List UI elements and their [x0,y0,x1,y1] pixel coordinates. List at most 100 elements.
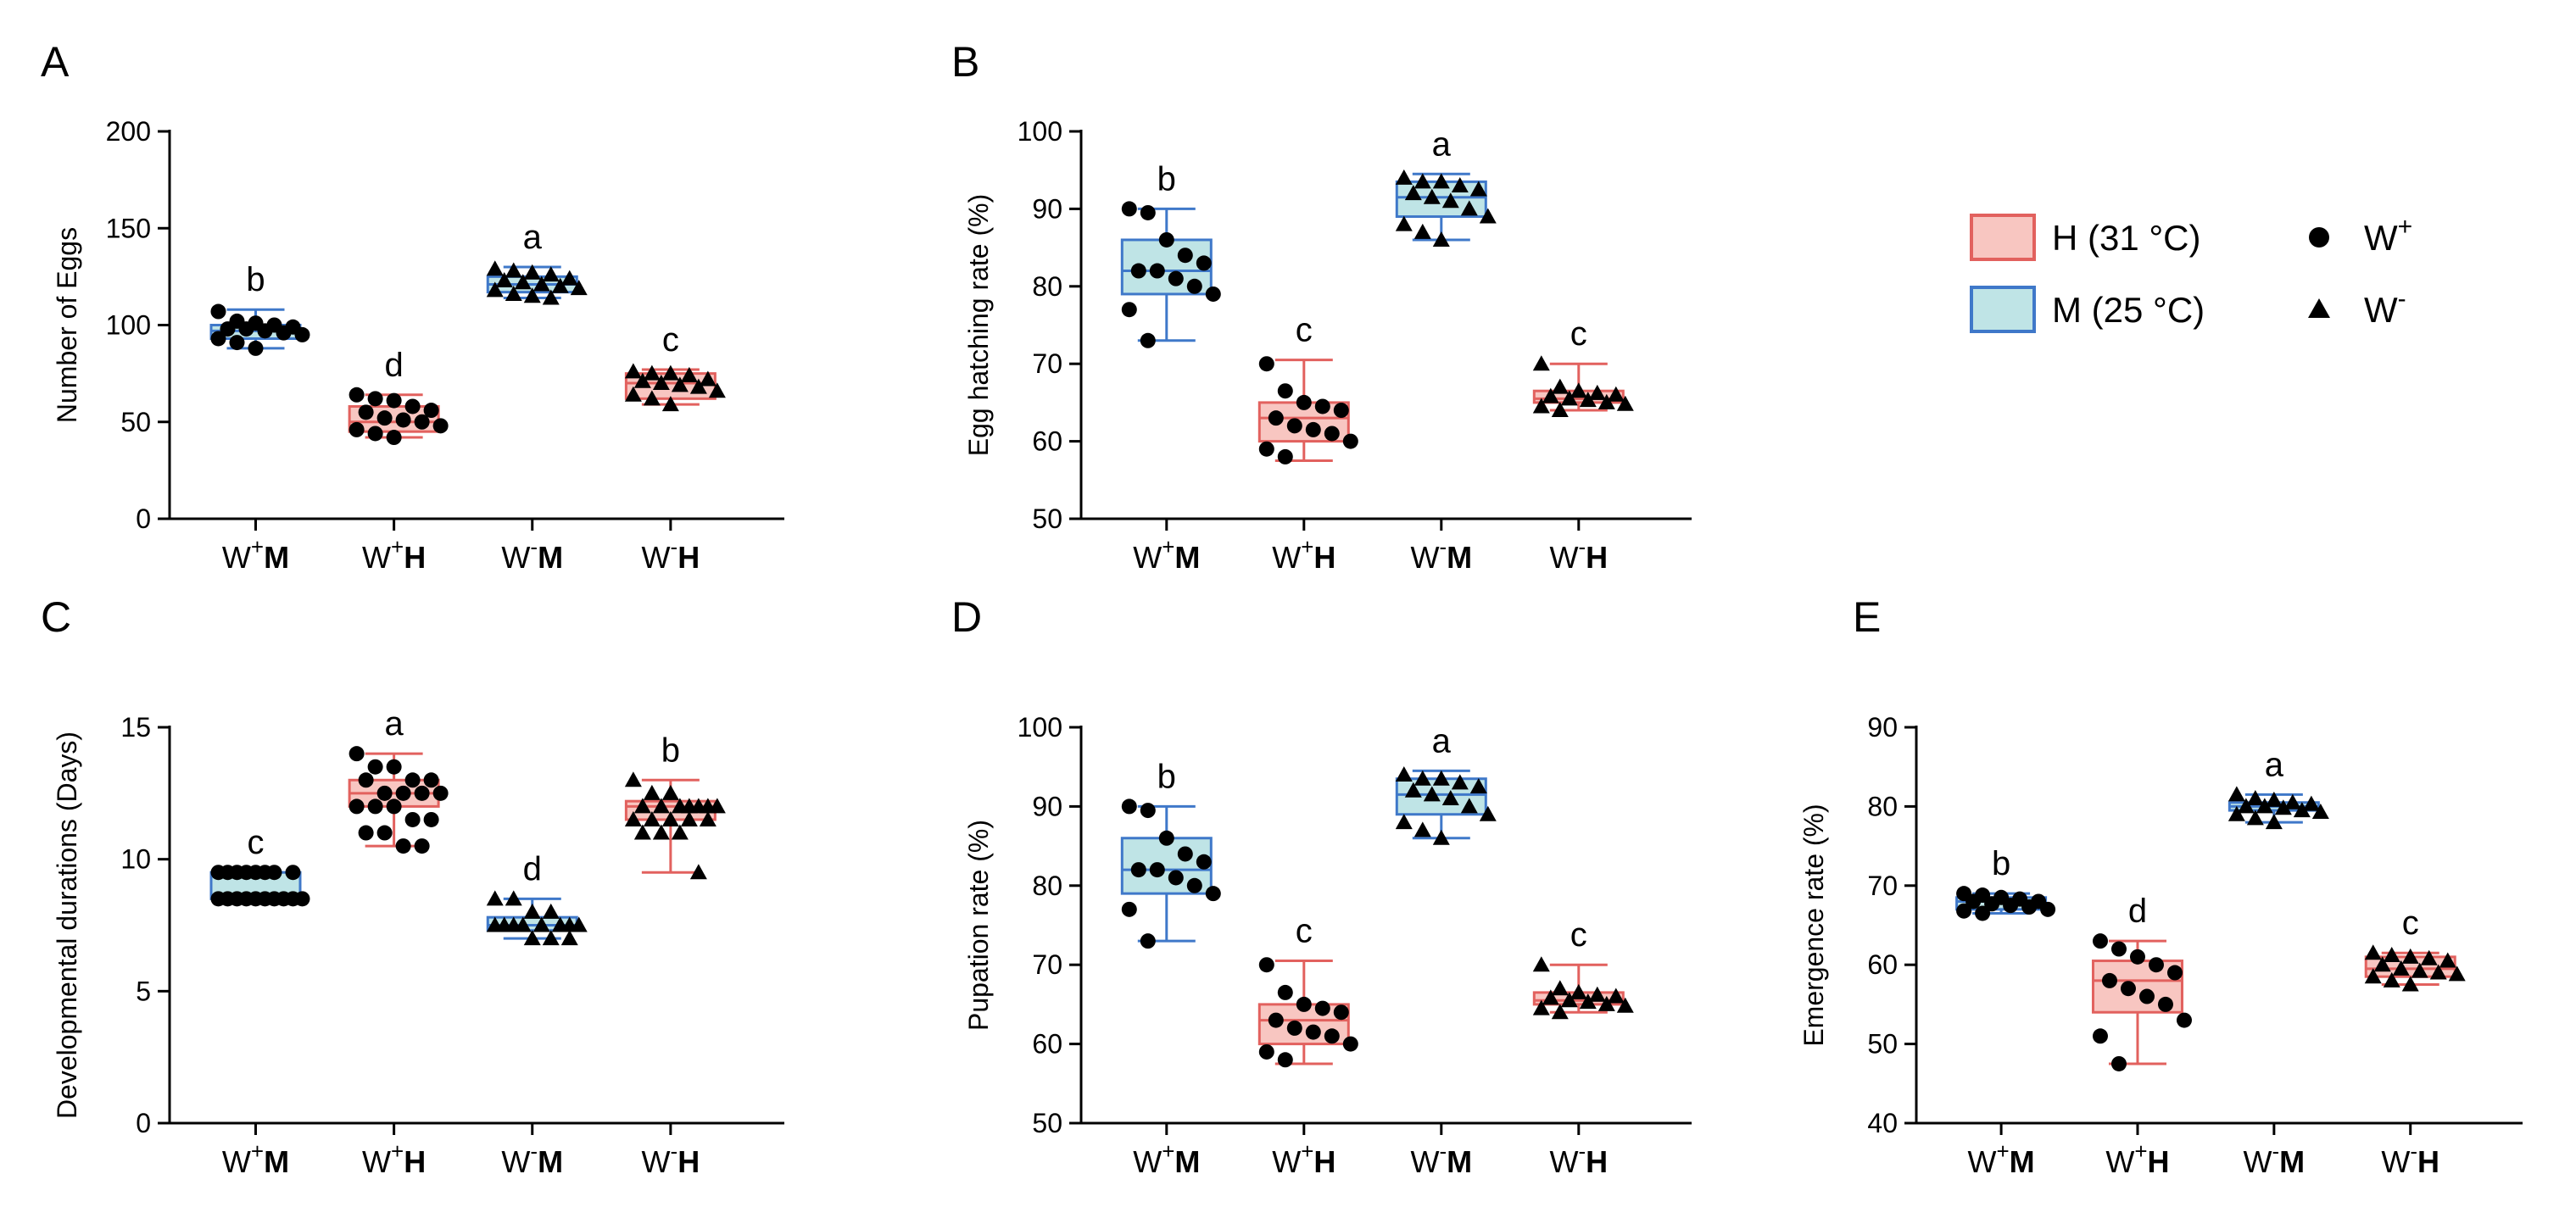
data-point [414,838,430,854]
y-tick-label: 0 [136,1108,151,1138]
data-point [1588,986,1606,1002]
group-W-H: W-Hc [2364,904,2466,1179]
data-point [624,810,642,826]
data-point [2311,803,2329,819]
data-point [671,376,689,392]
data-point [1469,778,1487,794]
data-point [2364,968,2382,984]
group-W+M: W+Mb [209,261,310,575]
y-tick-label: 200 [106,116,151,147]
data-point [1149,862,1165,878]
data-point [542,289,560,305]
group-W-H: W-Hc [1532,315,1634,575]
x-tick-label: W-M [501,1138,563,1179]
x-tick-treatment: M [264,1144,289,1179]
data-point [523,287,541,303]
data-point [2246,790,2264,806]
data-point [1314,398,1330,414]
data-point [1616,997,1634,1013]
data-point [532,916,550,932]
data-point [633,372,651,388]
data-point [386,430,402,446]
y-tick-label: 0 [136,504,151,534]
data-point [680,366,698,382]
data-point [2411,962,2428,978]
x-tick-w: W [1133,540,1162,575]
data-point [2283,793,2301,810]
x-tick-label: W-M [1410,1138,1472,1179]
x-tick-w: W [222,1144,251,1179]
group-W-M: W-Ma [1395,125,1497,575]
data-point [1186,877,1202,893]
data-point [2364,944,2382,960]
x-tick-sup: + [1996,1138,2009,1164]
legend-label-w: W [2364,290,2398,330]
data-point [708,798,726,814]
y-tick-label: 100 [106,310,151,341]
data-point [2246,810,2264,826]
legend-label-w: W [2364,218,2398,258]
data-point [1551,1004,1569,1020]
x-tick-w: W [1968,1144,1997,1179]
data-point [2157,996,2173,1012]
data-point [661,784,679,800]
x-tick-label: W+H [362,534,426,575]
y-tick-label: 50 [1867,1029,1898,1060]
panel-letter: E [1853,593,1881,641]
data-point [1305,1024,1321,1040]
group-W+M: W+Mb [1120,758,1221,1179]
data-point [542,266,560,282]
data-point [505,262,522,278]
y-tick-label: 90 [1032,791,1062,821]
group-W-M: W-Ma [2228,746,2329,1179]
data-point [1570,983,1587,999]
data-point [1413,821,1431,837]
x-tick-treatment: M [1174,1144,1200,1179]
data-point [570,916,588,932]
significance-letter: c [2402,904,2419,942]
x-tick-sup: + [1162,1138,1174,1164]
data-point [1121,901,1137,917]
data-point [2166,965,2183,981]
legend-label-H: H (31 °C) [2052,218,2201,258]
data-point [624,363,642,379]
x-tick-sup: - [1578,1138,1586,1164]
group-W-H: W-Hb [624,732,726,1179]
data-point [1597,393,1615,409]
group-W-H: W-Hc [624,321,726,575]
significance-letter: c [248,824,265,861]
x-tick-w: W [1133,1144,1162,1179]
significance-letter: b [1157,160,1176,198]
y-tick-label: 90 [1867,712,1898,743]
group-W-M: W-Md [486,850,588,1179]
data-point [2101,972,2117,988]
data-point [1205,286,1221,302]
data-point [358,825,374,841]
data-point [248,340,264,356]
data-point [2439,952,2456,968]
x-tick-treatment: M [1174,540,1200,575]
data-point [348,746,365,762]
legend-marker-circle [2309,227,2329,248]
data-point [1177,846,1193,862]
data-point [624,386,642,402]
y-tick-label: 50 [120,407,151,437]
group-W+H: W+Hc [1257,312,1358,575]
data-point [2373,956,2391,972]
x-tick-sup: - [2272,1138,2280,1164]
data-point [376,825,393,841]
data-point [395,785,411,801]
data-point [2401,976,2419,992]
data-point [229,335,245,351]
data-point [1342,1036,1358,1052]
data-point [348,798,365,815]
data-point [1140,332,1156,348]
data-point [1121,798,1137,815]
x-tick-w: W [2244,1144,2272,1179]
group-W+H: W+Hd [348,347,449,575]
x-tick-sup: + [251,534,264,559]
y-tick-label: 50 [1032,1108,1062,1138]
x-tick-label: W+H [362,1138,426,1179]
data-point [551,277,569,293]
legend-label-Wminus: W- [2364,285,2406,330]
